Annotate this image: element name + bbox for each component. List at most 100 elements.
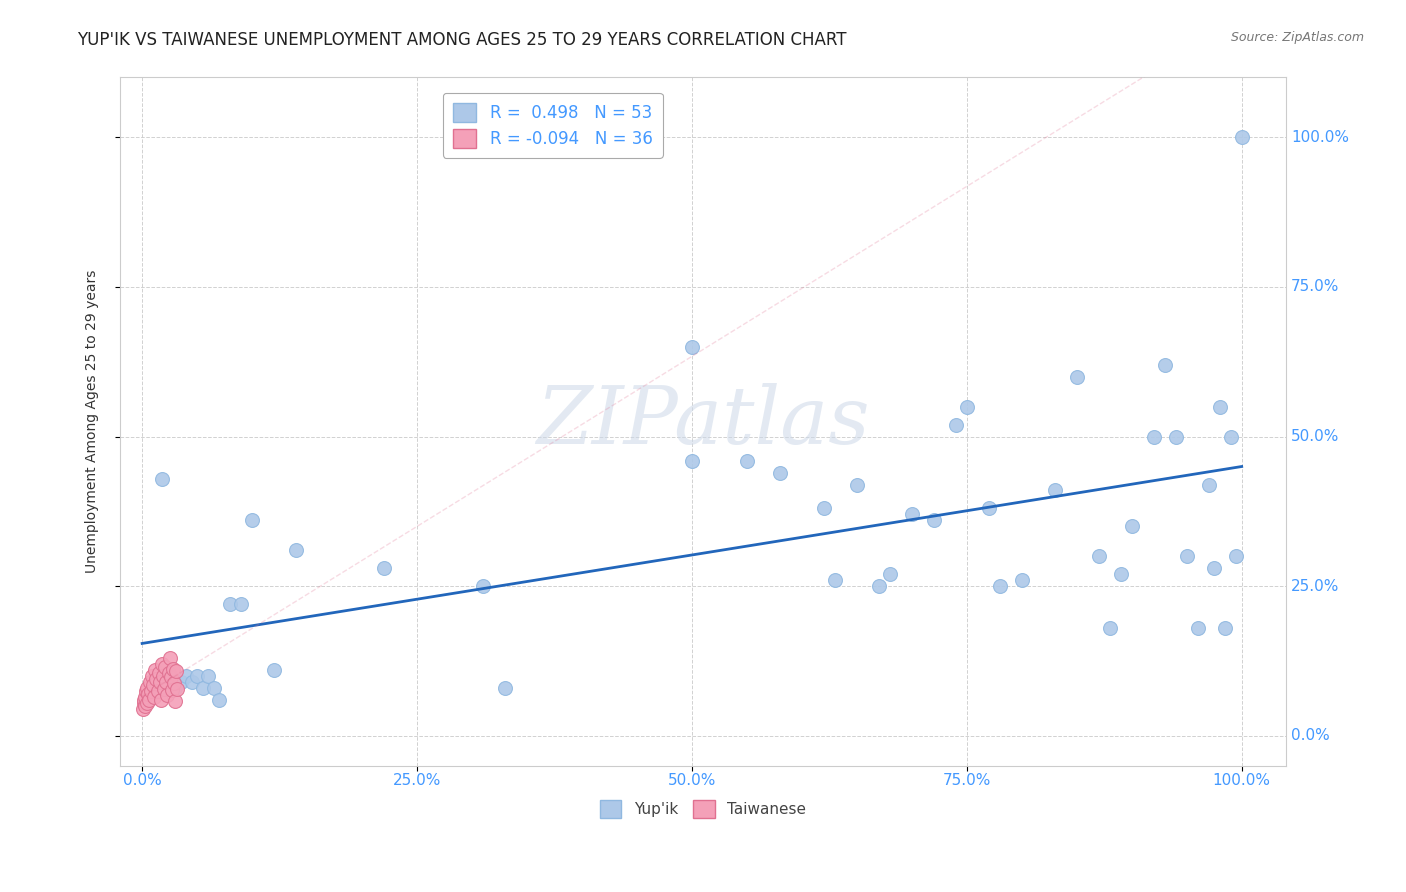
Point xyxy=(159,669,181,683)
Point xyxy=(139,684,162,698)
Point xyxy=(143,690,166,704)
Point xyxy=(149,675,172,690)
Point xyxy=(208,693,231,707)
Point xyxy=(143,663,166,677)
Point xyxy=(1204,561,1226,575)
Point xyxy=(1066,369,1088,384)
Point xyxy=(138,693,160,707)
Text: 75.0%: 75.0% xyxy=(942,773,991,788)
Legend: Yup'ik, Taiwanese: Yup'ik, Taiwanese xyxy=(593,794,811,823)
Point xyxy=(845,477,868,491)
Point xyxy=(1187,621,1209,635)
Point xyxy=(136,687,159,701)
Text: 75.0%: 75.0% xyxy=(1291,279,1340,294)
Point xyxy=(165,681,187,695)
Point xyxy=(977,501,1000,516)
Point xyxy=(1209,400,1232,414)
Point xyxy=(945,417,967,432)
Text: 100.0%: 100.0% xyxy=(1291,130,1350,145)
Text: Source: ZipAtlas.com: Source: ZipAtlas.com xyxy=(1230,31,1364,45)
Point xyxy=(1153,358,1175,372)
Point xyxy=(180,675,202,690)
Point xyxy=(1098,621,1121,635)
Point xyxy=(132,696,155,710)
Point xyxy=(146,684,169,698)
Text: 100.0%: 100.0% xyxy=(1213,773,1271,788)
Point xyxy=(134,693,156,707)
Text: 25.0%: 25.0% xyxy=(1291,579,1340,594)
Point xyxy=(494,681,516,695)
Point xyxy=(1109,567,1132,582)
Point xyxy=(1213,621,1236,635)
Point xyxy=(285,543,308,558)
Point xyxy=(373,561,395,575)
Point xyxy=(1175,549,1198,564)
Y-axis label: Unemployment Among Ages 25 to 29 years: Unemployment Among Ages 25 to 29 years xyxy=(86,270,100,574)
Point xyxy=(197,669,219,683)
Text: ZIPatlas: ZIPatlas xyxy=(536,383,870,460)
Point xyxy=(166,682,188,697)
Point xyxy=(1225,549,1247,564)
Point xyxy=(139,675,162,690)
Point xyxy=(901,508,924,522)
Point xyxy=(160,683,183,698)
Text: 50.0%: 50.0% xyxy=(1291,429,1340,444)
Point xyxy=(1121,519,1143,533)
Point xyxy=(150,657,173,672)
Point xyxy=(145,672,167,686)
Point xyxy=(150,471,173,485)
Text: 50.0%: 50.0% xyxy=(668,773,716,788)
Point xyxy=(148,666,170,681)
Point xyxy=(1011,574,1033,588)
Point xyxy=(1230,130,1253,145)
Point xyxy=(141,669,163,683)
Text: 25.0%: 25.0% xyxy=(392,773,441,788)
Point xyxy=(1143,429,1166,443)
Point xyxy=(1164,429,1187,443)
Point xyxy=(813,501,835,516)
Point xyxy=(163,676,186,690)
Point xyxy=(1198,477,1220,491)
Point xyxy=(988,579,1011,593)
Point xyxy=(142,678,165,692)
Point xyxy=(868,579,890,593)
Point xyxy=(824,574,846,588)
Point xyxy=(191,681,214,695)
Point xyxy=(879,567,901,582)
Point xyxy=(149,693,172,707)
Point xyxy=(681,453,703,467)
Point xyxy=(219,597,242,611)
Point xyxy=(769,466,792,480)
Point xyxy=(159,670,181,684)
Point xyxy=(956,400,979,414)
Point xyxy=(174,669,197,683)
Point xyxy=(152,669,174,683)
Point xyxy=(159,651,181,665)
Text: YUP'IK VS TAIWANESE UNEMPLOYMENT AMONG AGES 25 TO 29 YEARS CORRELATION CHART: YUP'IK VS TAIWANESE UNEMPLOYMENT AMONG A… xyxy=(77,31,846,49)
Point xyxy=(156,688,179,702)
Point xyxy=(735,453,758,467)
Point xyxy=(134,690,156,704)
Point xyxy=(134,698,156,713)
Point xyxy=(153,682,176,697)
Point xyxy=(229,597,252,611)
Text: 0.0%: 0.0% xyxy=(1291,729,1330,743)
Point xyxy=(165,665,187,679)
Point xyxy=(263,663,285,677)
Point xyxy=(240,513,263,527)
Point xyxy=(922,513,945,527)
Point xyxy=(165,694,187,708)
Point xyxy=(136,681,159,695)
Point xyxy=(1219,429,1241,443)
Point xyxy=(135,684,157,698)
Point xyxy=(162,662,184,676)
Point xyxy=(155,675,177,690)
Point xyxy=(135,696,157,710)
Point xyxy=(1043,483,1066,498)
Text: 0.0%: 0.0% xyxy=(122,773,162,788)
Point xyxy=(186,669,208,683)
Point xyxy=(472,579,495,593)
Point xyxy=(169,675,191,690)
Point xyxy=(681,340,703,354)
Point xyxy=(132,702,155,716)
